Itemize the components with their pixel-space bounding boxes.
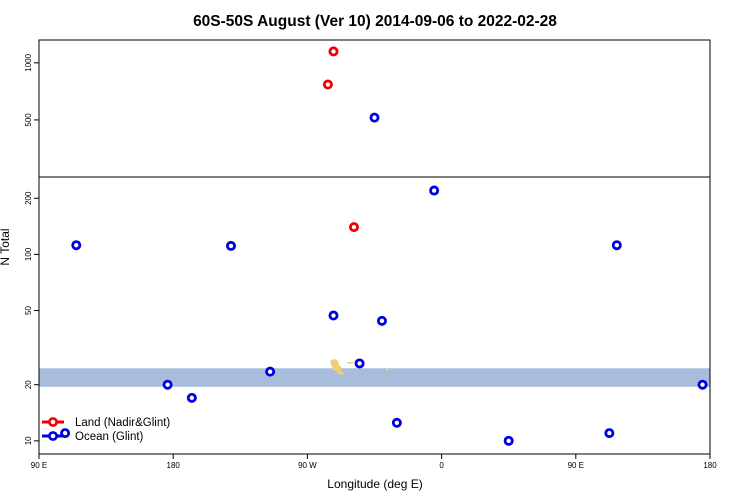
ocean-point [503, 435, 514, 446]
ocean-point [71, 240, 82, 251]
legend-ocean-label: Ocean (Glint) [75, 431, 144, 443]
ocean-point [369, 112, 380, 123]
plot-area: 10 20 50 100 200 500 1000 90 E 180 90 W 0 90 E 180 [24, 39, 717, 470]
ocean-point [186, 392, 197, 403]
x-tick-label: 180 [703, 461, 717, 470]
land-mass [330, 359, 388, 375]
land-mass-shape [330, 359, 345, 375]
y-tick-label: 500 [24, 113, 33, 127]
y-tick-label: 200 [24, 191, 33, 205]
legend-item-land: Land (Nadir&Glint) [42, 417, 170, 429]
y-tick-label: 10 [24, 436, 33, 445]
y-tick-label: 20 [24, 380, 33, 389]
chart-title: 60S-50S August (Ver 10) 2014-09-06 to 20… [193, 13, 557, 30]
land-point [328, 46, 339, 57]
land-point [348, 222, 359, 233]
y-axis-label: N Total [0, 228, 12, 265]
highlight-band [39, 368, 710, 387]
plot-frame [38, 39, 711, 455]
ocean-point [429, 185, 440, 196]
ocean-point [265, 366, 276, 377]
ocean-point [391, 417, 402, 428]
x-axis-label: Longitude (deg E) [327, 477, 422, 491]
ocean-point [604, 428, 615, 439]
land-mass-shape [386, 369, 388, 371]
ocean-point [225, 240, 236, 251]
legend: Land (Nadir&Glint) Ocean (Glint) [42, 417, 170, 443]
land-point [322, 79, 333, 90]
legend-item-ocean: Ocean (Glint) [42, 431, 144, 443]
y-axis: 10 20 50 100 200 500 1000 [24, 53, 39, 445]
x-axis: 90 E 180 90 W 0 90 E 180 [31, 454, 717, 470]
legend-land-marker [48, 417, 58, 427]
y-tick-label: 50 [24, 306, 33, 315]
x-tick-label: 90 E [568, 461, 584, 470]
land-mass-shape [347, 362, 354, 364]
ocean-point [354, 358, 365, 369]
ocean-point [611, 240, 622, 251]
ocean-point [376, 315, 387, 326]
y-tick-label: 100 [24, 247, 33, 261]
legend-land-label: Land (Nadir&Glint) [75, 417, 170, 429]
x-tick-label: 90 E [31, 461, 47, 470]
ocean-point [162, 379, 173, 390]
x-tick-label: 90 W [298, 461, 317, 470]
y-tick-label: 1000 [24, 53, 33, 71]
x-tick-label: 0 [439, 461, 444, 470]
legend-ocean-marker [48, 431, 58, 441]
ocean-point [697, 379, 708, 390]
ocean-point [328, 310, 339, 321]
x-tick-label: 180 [167, 461, 181, 470]
data-points [60, 46, 708, 446]
